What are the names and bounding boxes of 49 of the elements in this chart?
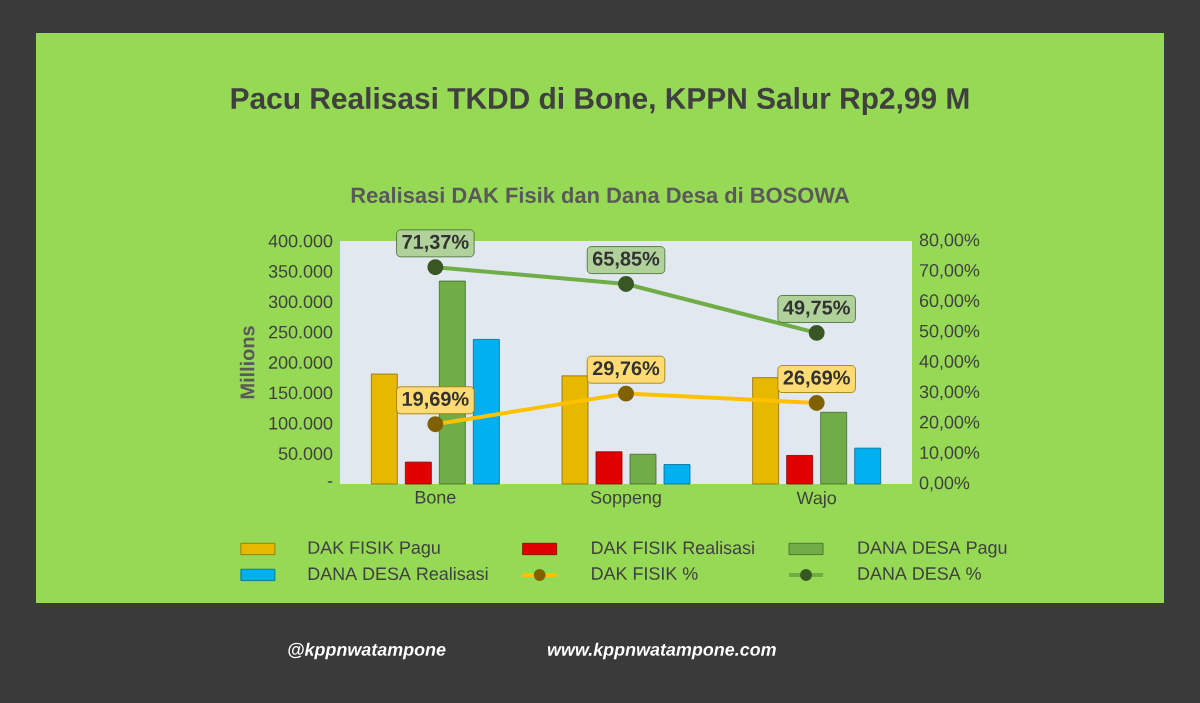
bar [370,373,398,485]
y2-tick-label: 10,00% [920,446,980,462]
bar [629,453,657,485]
y-tick-label: 350.000 [268,265,333,278]
bar [752,377,780,485]
y-tick-label: 300.000 [268,295,333,309]
bar [472,339,500,485]
y-tick-label: 400.000 [268,234,333,248]
y-axis-title: Millions [239,326,255,399]
y2-tick-label: 50,00% [919,324,980,340]
y2-tick-label: 40,00% [919,355,980,370]
data-label: 71,37% [402,234,469,252]
legend-label: DAK FISIK Realisasi [592,540,754,555]
chart-subtitle: Realisasi DAK Fisik dan Dana Desa di BOSOWA [351,186,850,204]
bar [854,447,882,485]
bar [404,461,432,485]
y-tick-label: 250.000 [269,325,333,339]
bar [595,451,623,485]
x-tick-label: Soppeng [590,491,661,508]
x-tick-label: Bone [415,491,456,504]
text: @kppnwatampone [288,642,446,660]
x-tick-label: Wajo [796,491,837,508]
data-label: 49,75% [783,300,850,318]
y2-tick-label: 80,00% [919,233,980,249]
legend-label: DANA DESA Pagu [858,541,1007,558]
data-label: 29,76% [592,361,660,379]
bar [786,455,814,485]
y2-tick-label: 60,00% [919,294,980,310]
data-label: 26,69% [783,370,850,388]
y2-tick-label: 30,00% [919,385,980,401]
bar [663,464,691,485]
data-label: 65,85% [592,251,660,269]
legend-label: DAK FISIK Pagu [308,541,440,558]
y-tick-label: 200.000 [269,356,333,369]
y2-tick-label: 0,00% [919,476,970,492]
y2-tick-label: 20,00% [919,415,980,431]
legend-label: DANA DESA % [858,567,981,580]
y2-tick-label: 70,00% [919,263,980,279]
legend-label: DANA DESA Realisasi [308,566,488,581]
y-tick-label: 150.000 [269,386,333,400]
bar [820,411,848,485]
y-tick-label: - [327,481,333,483]
y-tick-label: 100.000 [269,416,333,430]
chart-title: Pacu Realisasi TKDD di Bone, KPPN Salur Rp2,99 M [231,87,969,115]
data-label: 19,69% [402,391,469,409]
legend-label: DAK FISIK % [592,567,698,580]
y-tick-label: 50.000 [278,447,333,460]
bar [561,375,589,485]
text: www.kppnwatampone.com [547,642,776,660]
